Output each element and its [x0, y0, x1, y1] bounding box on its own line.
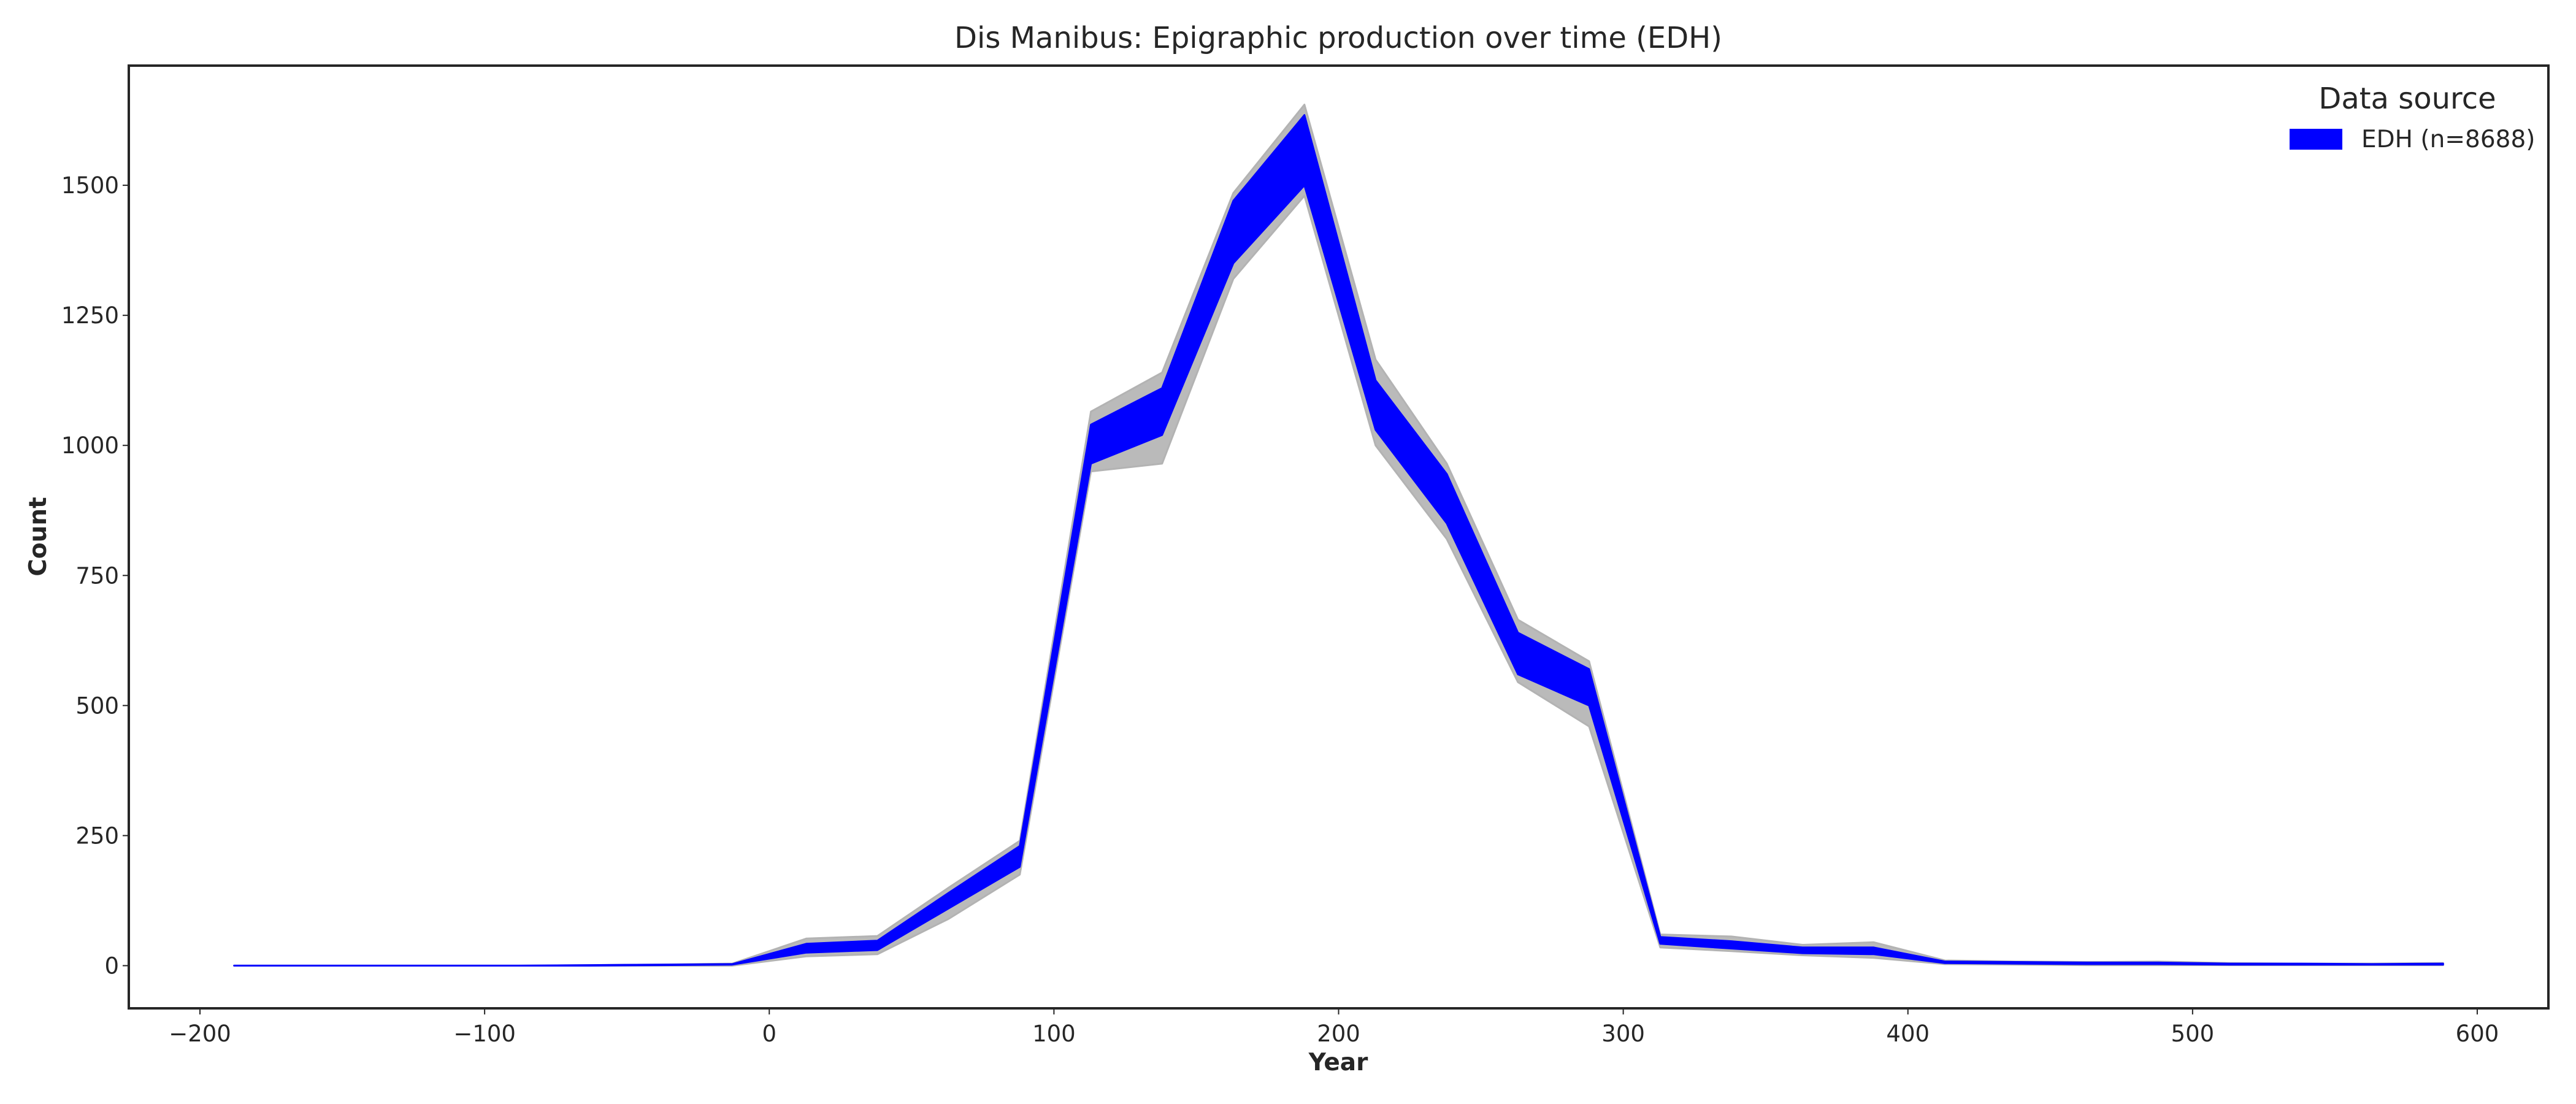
x-tick-label: 200: [1317, 1021, 1360, 1047]
legend-swatch: [2290, 129, 2342, 150]
legend-entry-label: EDH (n=8688): [2361, 126, 2535, 153]
x-tick-label: −200: [169, 1021, 231, 1047]
y-axis: 0 250 500 750 1000 1250 1500: [61, 172, 129, 979]
series-band-inner-range: [233, 114, 2444, 967]
x-tick-label: 500: [2171, 1021, 2215, 1047]
x-tick-label: 300: [1601, 1021, 1645, 1047]
chart-title: Dis Manibus: Epigraphic production over …: [954, 21, 1722, 55]
x-tick-label: 600: [2456, 1021, 2499, 1047]
x-tick-label: 100: [1032, 1021, 1076, 1047]
y-tick-label: 1000: [61, 432, 119, 459]
x-axis: −200 −100 0 100 200 300 400 500 600: [169, 1008, 2499, 1047]
y-tick-label: 750: [75, 562, 119, 589]
y-axis-label: Count: [25, 497, 52, 577]
y-tick-label: 500: [75, 692, 119, 719]
y-tick-label: 1500: [61, 172, 119, 199]
y-tick-label: 1250: [61, 302, 119, 329]
plot-area: [233, 104, 2444, 967]
x-tick-label: 0: [762, 1021, 776, 1047]
x-tick-label: 400: [1886, 1021, 1930, 1047]
y-tick-label: 0: [104, 953, 119, 979]
y-tick-label: 250: [75, 822, 119, 849]
x-tick-label: −100: [453, 1021, 516, 1047]
legend: Data source EDH (n=8688): [2290, 82, 2535, 153]
legend-title: Data source: [2318, 82, 2496, 116]
x-axis-label: Year: [1308, 1049, 1368, 1076]
